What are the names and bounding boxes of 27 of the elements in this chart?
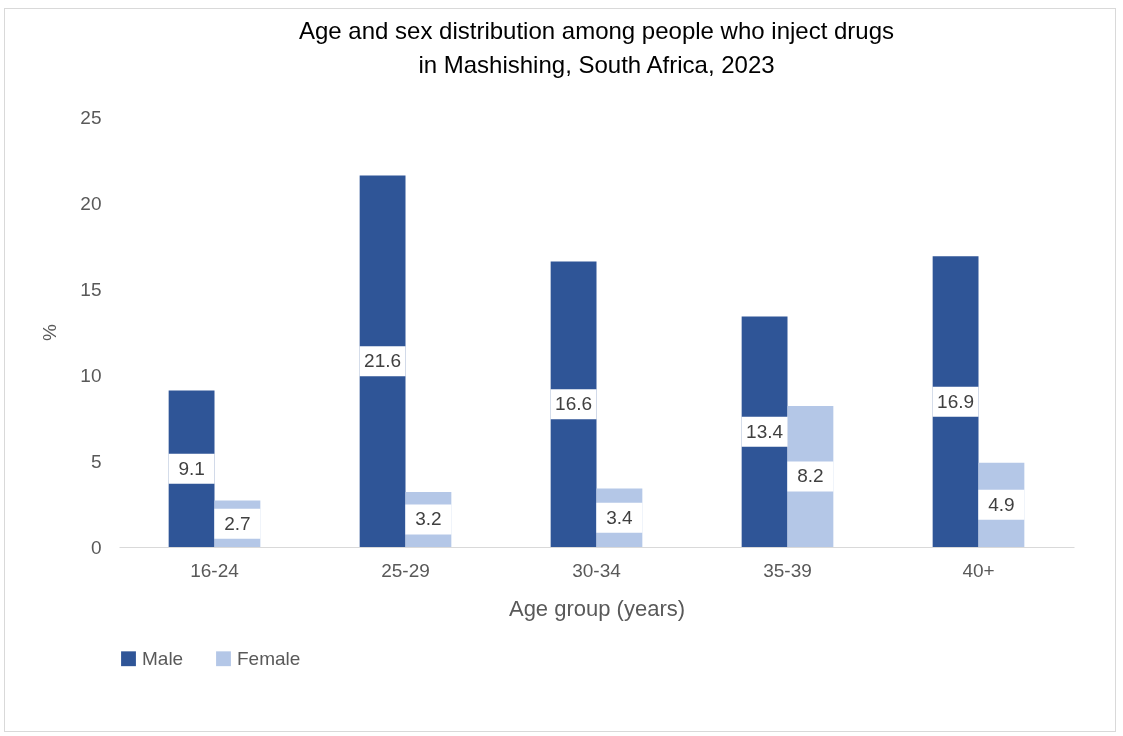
x-axis-title: Age group (years) [508, 595, 686, 621]
legend-label: Female [237, 647, 301, 669]
data-label: 3.2 [415, 508, 442, 530]
text: in Mashishing, South Africa, 2023 [418, 51, 775, 78]
y-tick-label: 20 [80, 192, 102, 214]
data-label: 13.4 [746, 420, 784, 442]
y-tick-label: 0 [90, 536, 102, 558]
data-label: 2.7 [224, 512, 251, 534]
data-label: 16.9 [937, 390, 975, 412]
y-tick-label: 15 [80, 278, 102, 300]
x-tick-label: 25-29 [381, 559, 430, 581]
data-label: 4.9 [988, 493, 1015, 515]
y-axis-title: % [39, 323, 61, 341]
data-label: 21.6 [364, 350, 402, 372]
data-label: 9.1 [178, 457, 205, 479]
x-tick-label: 16-24 [190, 559, 240, 581]
y-tick-label: 10 [80, 364, 102, 386]
data-label: 3.4 [606, 506, 634, 528]
y-tick-label: 25 [80, 106, 102, 128]
text: Age and sex distribution among people who inject drugs [298, 17, 895, 44]
y-tick-label: 5 [90, 450, 102, 472]
legend-label: Male [142, 647, 184, 669]
x-tick-label: 30-34 [572, 559, 622, 581]
x-tick-label: 40+ [962, 559, 995, 581]
data-label: 16.6 [555, 393, 593, 415]
x-tick-label: 35-39 [763, 559, 812, 581]
data-label: 8.2 [797, 465, 824, 487]
